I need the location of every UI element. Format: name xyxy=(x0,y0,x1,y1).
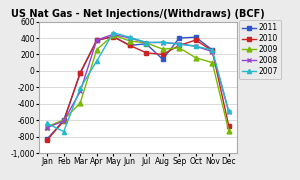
2009 xyxy=(161,48,164,50)
2007 xyxy=(211,49,214,51)
2011 xyxy=(211,49,214,51)
2011 xyxy=(62,119,66,121)
2008 xyxy=(79,90,82,93)
2008 xyxy=(161,41,164,44)
2007 xyxy=(145,41,148,44)
2007 xyxy=(62,130,66,133)
Legend: 2011, 2010, 2009, 2008, 2007: 2011, 2010, 2009, 2008, 2007 xyxy=(239,20,281,79)
2008 xyxy=(211,51,214,53)
2011 xyxy=(145,43,148,45)
2007 xyxy=(112,32,115,34)
2008 xyxy=(112,33,115,35)
Title: US Nat Gas - Net Injections/(Withdraws) (BCF): US Nat Gas - Net Injections/(Withdraws) … xyxy=(11,9,265,19)
2007 xyxy=(79,87,82,89)
2009 xyxy=(112,34,115,36)
2011 xyxy=(46,138,49,140)
2008 xyxy=(227,111,231,113)
2007 xyxy=(194,45,198,47)
2007 xyxy=(46,122,49,125)
2010 xyxy=(161,53,164,55)
Line: 2009: 2009 xyxy=(45,33,231,133)
2010 xyxy=(128,44,132,46)
2009 xyxy=(128,40,132,42)
2011 xyxy=(112,35,115,37)
2009 xyxy=(62,119,66,121)
2008 xyxy=(95,39,98,41)
Line: 2010: 2010 xyxy=(45,35,231,142)
Line: 2007: 2007 xyxy=(45,31,231,134)
2009 xyxy=(227,130,231,132)
2009 xyxy=(178,47,181,49)
2008 xyxy=(194,45,198,47)
2010 xyxy=(95,39,98,41)
2010 xyxy=(46,139,49,141)
2011 xyxy=(128,44,132,46)
Line: 2011: 2011 xyxy=(45,34,214,141)
Line: 2008: 2008 xyxy=(45,32,231,130)
2009 xyxy=(211,62,214,64)
2008 xyxy=(145,41,148,44)
2009 xyxy=(95,48,98,51)
2009 xyxy=(145,42,148,44)
2009 xyxy=(46,126,49,128)
2009 xyxy=(194,57,198,59)
2010 xyxy=(227,125,231,127)
2010 xyxy=(194,39,198,41)
2007 xyxy=(227,110,231,112)
2007 xyxy=(178,43,181,45)
2011 xyxy=(178,37,181,39)
2011 xyxy=(161,58,164,60)
2010 xyxy=(112,36,115,38)
2010 xyxy=(145,52,148,54)
2007 xyxy=(95,60,98,62)
2010 xyxy=(211,50,214,52)
2008 xyxy=(128,37,132,39)
2008 xyxy=(62,120,66,122)
2009 xyxy=(79,102,82,104)
2010 xyxy=(62,120,66,122)
2008 xyxy=(46,127,49,129)
2010 xyxy=(79,71,82,74)
2011 xyxy=(194,36,198,38)
2007 xyxy=(128,36,132,38)
2011 xyxy=(95,39,98,42)
2007 xyxy=(161,41,164,43)
2011 xyxy=(79,72,82,74)
2010 xyxy=(178,44,181,46)
2008 xyxy=(178,43,181,45)
